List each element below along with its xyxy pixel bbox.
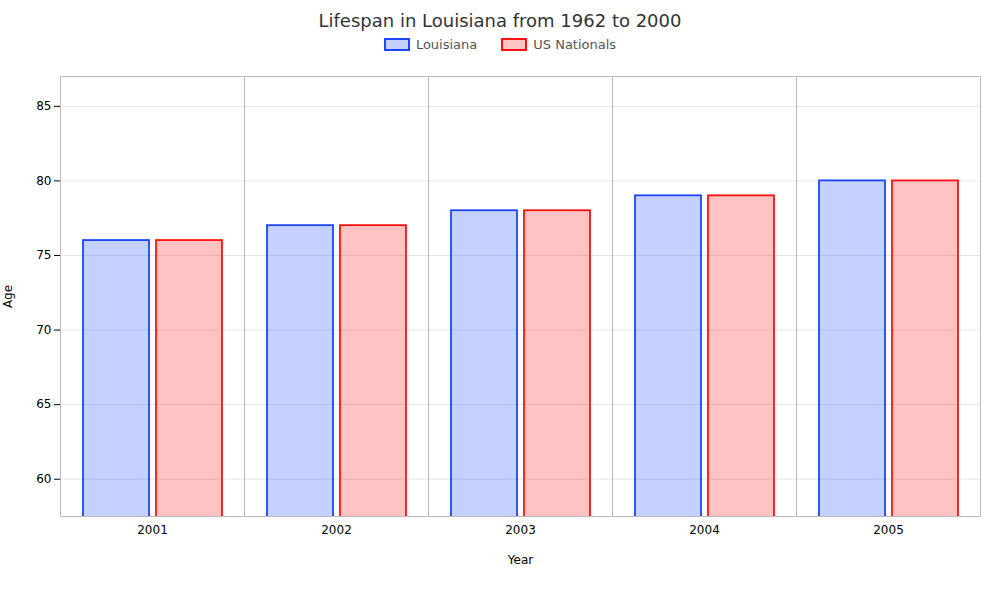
svg-text:Year: Year xyxy=(507,553,533,567)
svg-text:2005: 2005 xyxy=(873,523,904,537)
html-text:Lifespan in Louisiana from 196: Lifespan in Louisiana from 1962 to 2000 xyxy=(318,10,682,31)
html-text:Louisiana: Louisiana xyxy=(415,37,478,52)
svg-text:65: 65 xyxy=(36,397,51,411)
svg-text:75: 75 xyxy=(36,248,51,262)
svg-text:70: 70 xyxy=(36,323,51,337)
svg-text:60: 60 xyxy=(36,472,51,486)
svg-text:2002: 2002 xyxy=(321,523,352,537)
svg-text:2001: 2001 xyxy=(137,523,168,537)
svg-text:80: 80 xyxy=(36,174,51,188)
svg-text:Age: Age xyxy=(1,285,15,308)
html-text:US Nationals: US Nationals xyxy=(533,37,617,52)
svg-text:2004: 2004 xyxy=(689,523,720,537)
svg-text:2003: 2003 xyxy=(505,523,536,537)
svg-text:85: 85 xyxy=(36,99,51,113)
